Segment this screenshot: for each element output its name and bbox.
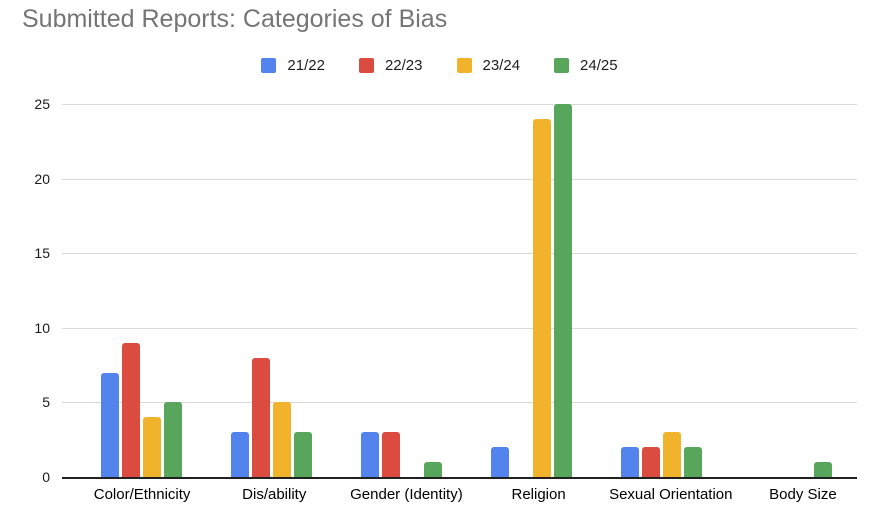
x-category-label: Dis/ability	[242, 486, 307, 503]
x-category-label: Body Size	[769, 486, 837, 503]
bar	[360, 432, 379, 477]
legend-swatch	[261, 58, 277, 73]
bar	[272, 402, 291, 477]
bar-group	[467, 104, 597, 477]
chart-title: Submitted Reports: Categories of Bias	[22, 5, 448, 33]
gridline	[62, 327, 857, 329]
bar-group	[597, 104, 727, 477]
x-category-label: Religion	[511, 486, 566, 503]
y-tick-label: 0	[42, 469, 50, 485]
x-category-label: Color/Ethnicity	[93, 486, 191, 503]
legend-label: 24/25	[580, 57, 618, 74]
y-tick-label: 25	[34, 96, 50, 112]
bar	[142, 417, 161, 477]
legend-swatch	[358, 58, 374, 73]
y-tick-label: 15	[34, 245, 50, 262]
bar-group	[727, 104, 857, 477]
plot-area	[62, 104, 857, 479]
bar	[533, 118, 552, 477]
bar	[621, 447, 640, 477]
gridline	[62, 104, 857, 105]
gridline	[62, 178, 857, 180]
legend-swatch	[456, 58, 472, 73]
bar	[684, 447, 703, 477]
bar	[381, 432, 400, 477]
bar-group	[76, 104, 206, 477]
bar	[814, 462, 833, 477]
legend-item: 23/24	[456, 57, 521, 74]
legend-label: 21/22	[287, 57, 325, 74]
bar	[121, 342, 140, 477]
bar	[642, 447, 661, 477]
x-category-label: Gender (Identity)	[350, 486, 463, 503]
bar	[663, 432, 682, 477]
bar	[251, 357, 270, 477]
legend-item: 21/22	[261, 57, 325, 74]
legend-item: 24/25	[554, 57, 618, 74]
legend-item: 22/23	[358, 57, 423, 74]
y-tick-label: 10	[34, 319, 50, 336]
legend: 21/22 22/23 23/24 24/25	[0, 57, 879, 74]
bar-group	[336, 104, 466, 477]
legend-swatch	[554, 58, 570, 73]
bar	[491, 447, 510, 477]
x-axis-labels: Color/Ethnicity Dis/ability Gender (Identi…	[76, 486, 869, 503]
bar-group	[206, 104, 336, 477]
bar	[554, 104, 573, 477]
x-category-label: Sexual Orientation	[609, 486, 733, 503]
bar	[163, 402, 182, 477]
y-tick-label: 20	[34, 170, 50, 187]
gridline	[62, 253, 857, 255]
bar	[100, 372, 119, 477]
bar	[293, 432, 312, 477]
bar	[423, 462, 442, 477]
legend-label: 23/24	[482, 57, 521, 74]
legend-label: 22/23	[384, 57, 423, 74]
y-tick-label: 5	[42, 394, 50, 411]
bar	[230, 432, 249, 477]
gridline	[62, 402, 857, 404]
bar-groups	[76, 104, 857, 477]
